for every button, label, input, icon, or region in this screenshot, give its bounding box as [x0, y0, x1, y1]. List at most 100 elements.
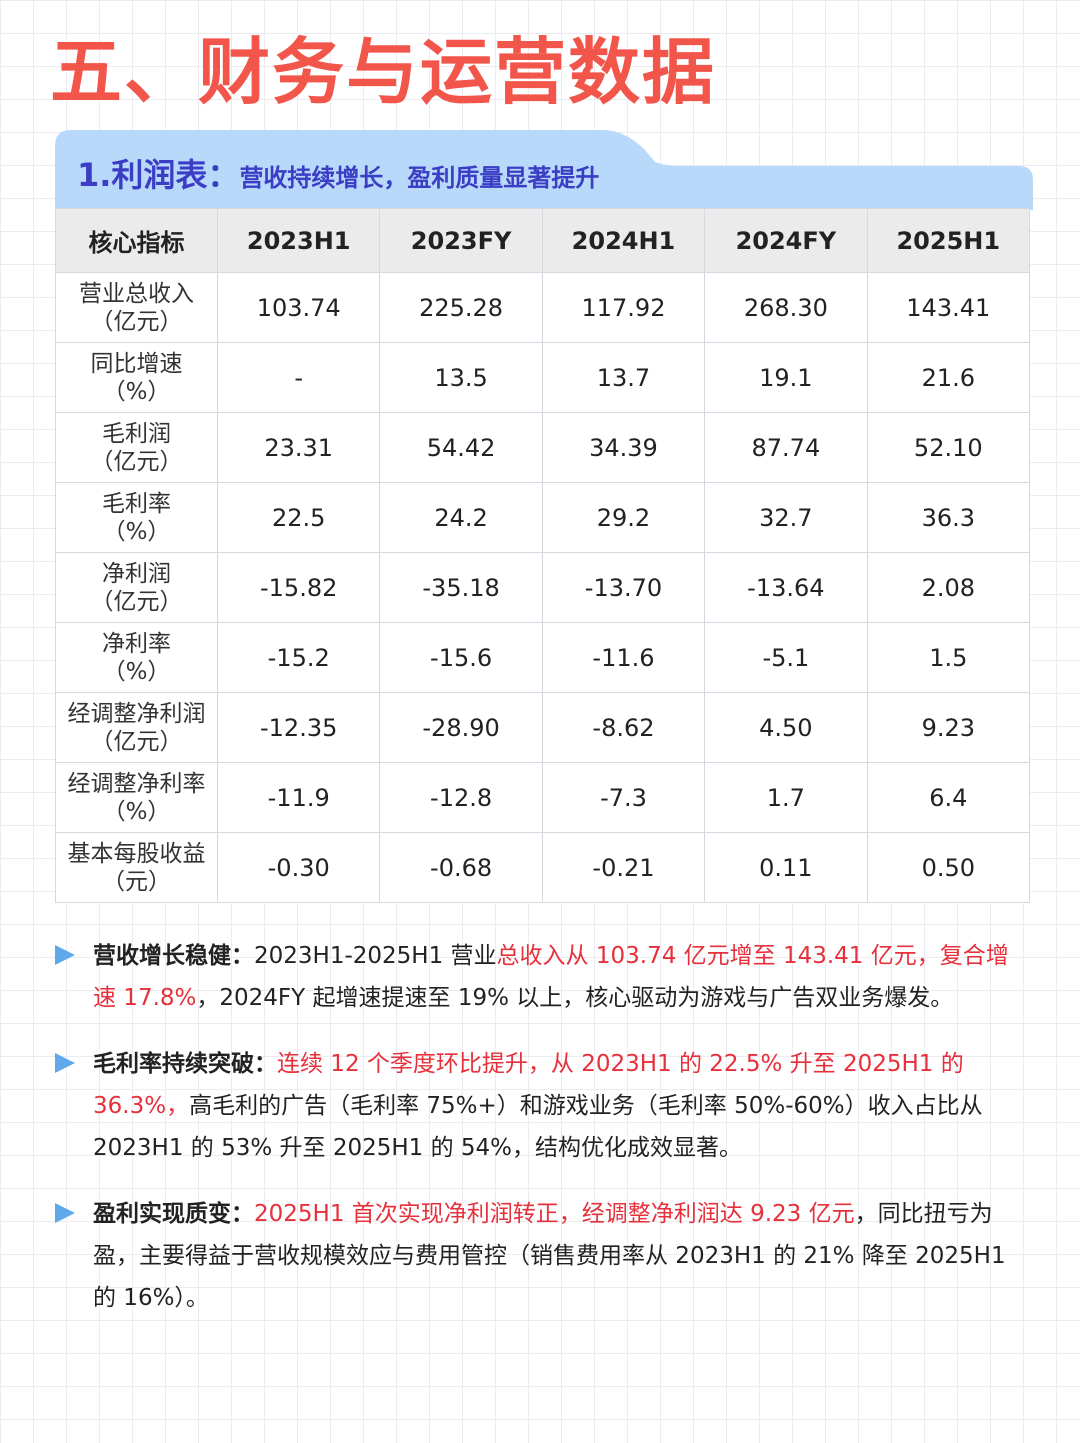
table-cell: 117.92	[541, 272, 706, 343]
table-cell: 0.11	[704, 832, 868, 903]
row-label: 毛利率 （%）	[55, 482, 218, 553]
column-header: 2023FY	[379, 208, 543, 273]
table-cell: 1.7	[704, 762, 868, 833]
row-label-unit: （亿元）	[90, 308, 183, 335]
table-cell: 0.50	[866, 832, 1031, 903]
table-cell: 34.39	[541, 412, 706, 483]
row-label-name: 经调整净利润	[67, 700, 206, 727]
banner-shape	[55, 130, 1033, 210]
triangle-bullet-icon	[55, 1053, 75, 1073]
table-row: 经调整净利润 （亿元） -12.35 -28.90 -8.62 4.50 9.23	[55, 692, 1031, 763]
table-cell: -0.68	[379, 832, 543, 903]
row-label-unit: （元）	[102, 868, 171, 895]
table-cell: -0.30	[216, 832, 381, 903]
income-statement-table: 核心指标 2023H1 2023FY 2024H1 2024FY 2025H1 …	[55, 208, 1031, 903]
row-label-unit: （亿元）	[90, 588, 183, 615]
table-row: 基本每股收益 （元） -0.30 -0.68 -0.21 0.11 0.50	[55, 832, 1031, 903]
table-cell: 36.3	[866, 482, 1031, 553]
column-header: 2025H1	[866, 208, 1031, 273]
table-cell: -5.1	[704, 622, 868, 693]
row-label-unit: （亿元）	[90, 728, 183, 755]
table-cell: 1.5	[866, 622, 1031, 693]
table-cell: 29.2	[541, 482, 706, 553]
row-label-unit: （亿元）	[90, 448, 183, 475]
analysis-bullets: 营收增长稳健：2023H1-2025H1 营业总收入从 103.74 亿元增至 …	[55, 935, 1030, 1319]
bullet-highlight: 2025H1 首次实现净利润转正，经调整净利润达 9.23 亿元	[254, 1201, 855, 1227]
table-row: 净利润 （亿元） -15.82 -35.18 -13.70 -13.64 2.08	[55, 552, 1031, 623]
section-heading: 1.利润表：营收持续增长，盈利质量显著提升	[77, 150, 599, 196]
table-cell: 103.74	[216, 272, 381, 343]
column-header: 2023H1	[216, 208, 381, 273]
table-cell: 4.50	[704, 692, 868, 763]
table-cell: 23.31	[216, 412, 381, 483]
table-cell: -7.3	[541, 762, 706, 833]
table-cell: 2.08	[866, 552, 1031, 623]
row-label-name: 营业总收入	[79, 280, 194, 307]
triangle-bullet-icon	[55, 945, 75, 965]
bullet-text: ，同比扭亏为盈，主要得益于营收规模效应与费用管控（销售费用率从 2023H1 的…	[93, 1201, 1006, 1311]
table-cell: 6.4	[866, 762, 1031, 833]
row-label: 毛利润 （亿元）	[55, 412, 218, 483]
bullet-text: 2023H1-2025H1 营业	[254, 943, 497, 969]
bullet-highlight: 连续 12 个季度环比提升，从 2023H1 的 22.5% 升至 2025H1…	[93, 1051, 964, 1119]
triangle-bullet-icon	[55, 1203, 75, 1223]
page-title: 五、财务与运营数据	[50, 29, 717, 114]
table-cell: -12.35	[216, 692, 381, 763]
table-row: 净利率 （%） -15.2 -15.6 -11.6 -5.1 1.5	[55, 622, 1031, 693]
table-cell: 21.6	[866, 342, 1031, 413]
table-cell: -13.70	[541, 552, 706, 623]
table-row: 同比增速 （%） -13.5 13.7 19.1 21.6	[55, 342, 1031, 413]
table-cell: 52.10	[866, 412, 1031, 483]
row-label-unit: （%）	[102, 378, 171, 405]
column-header: 核心指标	[55, 208, 218, 273]
table-cell: 13.7	[541, 342, 706, 413]
table-cell: 225.28	[379, 272, 543, 343]
bullet-heading: 盈利实现质变：	[93, 1201, 254, 1227]
table-cell: -	[216, 342, 381, 413]
table-cell: 24.2	[379, 482, 543, 553]
table-cell: -11.9	[216, 762, 381, 833]
row-label: 经调整净利率 （%）	[55, 762, 218, 833]
table-cell: 87.74	[704, 412, 868, 483]
bullet-item: 毛利率持续突破：连续 12 个季度环比提升，从 2023H1 的 22.5% 升…	[55, 1043, 1030, 1169]
table-row: 经调整净利率 （%） -11.9 -12.8 -7.3 1.7 6.4	[55, 762, 1031, 833]
table-cell: 19.1	[704, 342, 868, 413]
row-label: 营业总收入 （亿元）	[55, 272, 218, 343]
row-label-name: 毛利率	[102, 490, 171, 517]
row-label-name: 毛利润	[102, 420, 171, 447]
row-label-unit: （%）	[102, 798, 171, 825]
table-cell: -35.18	[379, 552, 543, 623]
row-label-name: 净利润	[102, 560, 171, 587]
row-label-name: 基本每股收益	[67, 840, 206, 867]
bullet-item: 营收增长稳健：2023H1-2025H1 营业总收入从 103.74 亿元增至 …	[55, 935, 1030, 1019]
table-body: 营业总收入 （亿元） 103.74 225.28 117.92 268.30 143.41 同…	[55, 272, 1031, 903]
bullet-text: ，2024FY 起增速提速至 19% 以上，核心驱动为游戏与广告双业务爆发。	[196, 985, 954, 1011]
table-cell: 9.23	[866, 692, 1031, 763]
table-cell: 54.42	[379, 412, 543, 483]
section-number: 1.利润表：	[77, 156, 240, 194]
bullet-text: 高毛利的广告（毛利率 75%+）和游戏业务（毛利率 50%-60%）收入占比从 …	[93, 1093, 983, 1161]
row-label-name: 经调整净利率	[67, 770, 206, 797]
bullet-heading: 毛利率持续突破：	[93, 1051, 277, 1077]
row-label-name: 同比增速	[90, 350, 183, 377]
row-label-name: 净利率	[102, 630, 171, 657]
table-row: 毛利率 （%） 22.5 24.2 29.2 32.7 36.3	[55, 482, 1031, 553]
row-label-unit: （%）	[102, 658, 171, 685]
table-cell: -15.6	[379, 622, 543, 693]
table-cell: 143.41	[866, 272, 1031, 343]
bullet-item: 盈利实现质变：2025H1 首次实现净利润转正，经调整净利润达 9.23 亿元，…	[55, 1193, 1030, 1319]
section-banner: 1.利润表：营收持续增长，盈利质量显著提升	[55, 130, 1033, 210]
row-label: 基本每股收益 （元）	[55, 832, 218, 903]
row-label: 净利润 （亿元）	[55, 552, 218, 623]
table-cell: -15.2	[216, 622, 381, 693]
bullet-heading: 营收增长稳健：	[93, 943, 254, 969]
column-header: 2024FY	[704, 208, 868, 273]
table-cell: -12.8	[379, 762, 543, 833]
table-cell: 13.5	[379, 342, 543, 413]
bullet-highlight: 总收入从 103.74 亿元增至 143.41 亿元，复合增速 17.8%	[93, 943, 1009, 1011]
row-label: 净利率 （%）	[55, 622, 218, 693]
row-label: 经调整净利润 （亿元）	[55, 692, 218, 763]
table-cell: 22.5	[216, 482, 381, 553]
table-header-row: 核心指标 2023H1 2023FY 2024H1 2024FY 2025H1	[55, 208, 1031, 273]
row-label-unit: （%）	[102, 518, 171, 545]
